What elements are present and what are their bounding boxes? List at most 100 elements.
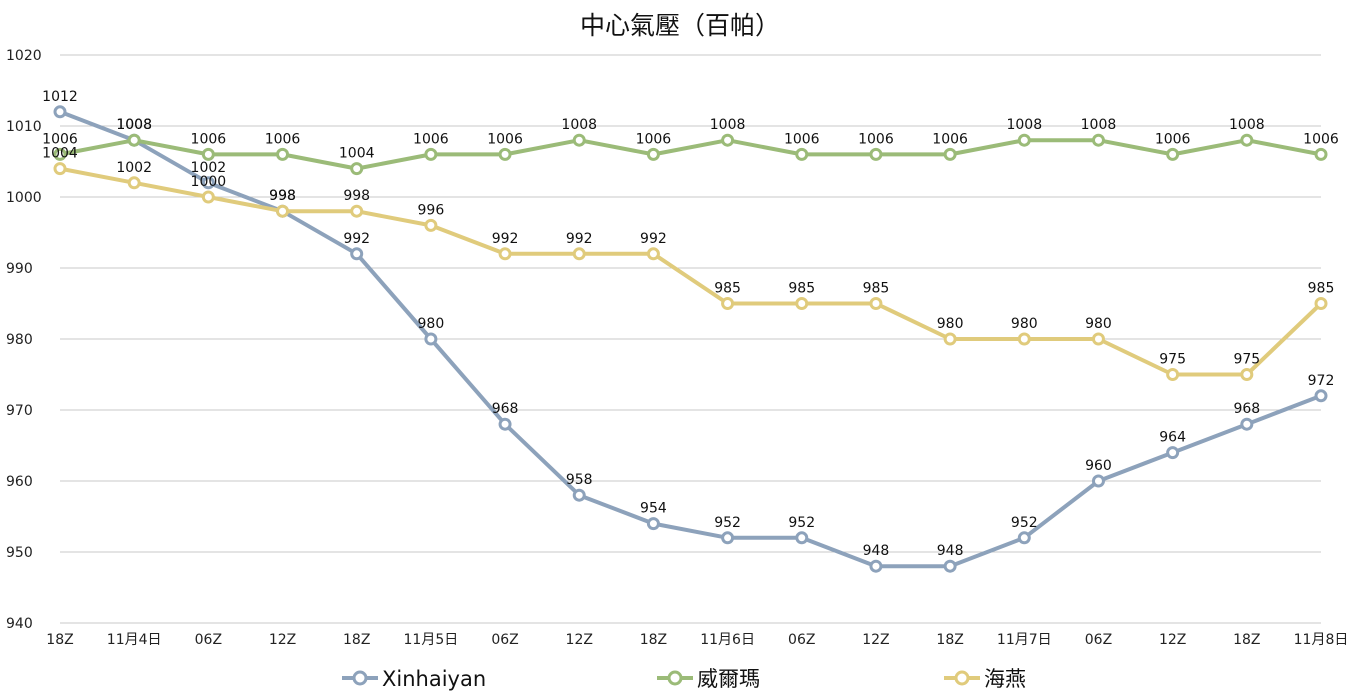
series-1 <box>53 133 1328 176</box>
data-point <box>1017 133 1031 147</box>
data-point <box>276 147 290 161</box>
data-label: 980 <box>937 316 964 332</box>
data-point <box>869 147 883 161</box>
data-label: 1006 <box>858 131 894 147</box>
data-point <box>424 218 438 232</box>
data-label: 972 <box>1308 373 1335 389</box>
legend-label: 威爾瑪 <box>697 667 760 691</box>
data-point <box>1017 332 1031 346</box>
data-label: 1008 <box>1229 117 1265 133</box>
series-line-0 <box>58 109 1323 569</box>
data-label: 968 <box>492 401 519 417</box>
data-point <box>201 176 215 190</box>
data-point <box>1314 389 1328 403</box>
data-label: 1006 <box>932 131 968 147</box>
axis-layer: 940 950 960 970 980 990 1000 1010 1020 18Z 11月4日 06… <box>6 48 1348 648</box>
data-point <box>1166 446 1180 460</box>
x-tick-label: 18Z <box>640 632 667 648</box>
data-label: 958 <box>566 472 593 488</box>
x-tick-label: 11月4日 <box>107 632 162 648</box>
data-point <box>498 417 512 431</box>
legend-swatch-marker <box>352 670 368 686</box>
data-label: 948 <box>863 543 890 559</box>
x-tick-label: 18Z <box>343 632 370 648</box>
x-tick-label: 18Z <box>1233 632 1260 648</box>
data-label: 1006 <box>1155 131 1191 147</box>
x-tick-label: 06Z <box>491 632 518 648</box>
data-label: 1004 <box>42 146 78 162</box>
data-label: 992 <box>492 231 519 247</box>
data-point <box>1091 133 1105 147</box>
data-label: 975 <box>1233 352 1260 368</box>
data-label: 975 <box>1159 352 1186 368</box>
data-label: 985 <box>1308 281 1335 297</box>
y-tick-label: 960 <box>6 474 33 490</box>
data-point <box>646 247 660 261</box>
data-label: 1002 <box>116 160 152 176</box>
data-label: 968 <box>1233 401 1260 417</box>
data-point <box>1314 147 1328 161</box>
x-tick-label: 06Z <box>788 632 815 648</box>
data-label: 1006 <box>1303 131 1339 147</box>
data-label: 1002 <box>191 160 227 176</box>
data-label: 992 <box>343 231 370 247</box>
data-point <box>127 133 141 147</box>
data-point <box>53 147 67 161</box>
data-point <box>424 147 438 161</box>
data-point <box>572 247 586 261</box>
data-point <box>1240 417 1254 431</box>
series-line-2 <box>58 166 1323 377</box>
data-point <box>943 332 957 346</box>
data-label: 1008 <box>116 117 152 133</box>
data-label: 1006 <box>636 131 672 147</box>
data-label: 1006 <box>784 131 820 147</box>
data-label: 1006 <box>487 131 523 147</box>
data-label: 1008 <box>710 117 746 133</box>
data-label: 1006 <box>42 131 78 147</box>
y-tick-label: 1020 <box>6 48 42 64</box>
x-tick-label: 06Z <box>195 632 222 648</box>
data-point <box>201 147 215 161</box>
series-layer <box>53 105 1328 573</box>
data-point <box>795 297 809 310</box>
data-point <box>498 147 512 161</box>
data-point <box>646 147 660 161</box>
data-label: 948 <box>937 543 964 559</box>
data-label: 980 <box>1011 316 1038 332</box>
data-point <box>1314 297 1328 310</box>
data-point <box>53 105 67 119</box>
data-label: 960 <box>1085 458 1112 474</box>
label-layer: 1012 1008 1002 998 992 980 968 958 954 952 952 948 9… <box>42 89 1339 559</box>
data-label: 996 <box>418 202 445 218</box>
data-label: 1012 <box>42 89 78 105</box>
data-label: 992 <box>640 231 667 247</box>
grid-layer <box>60 54 1321 624</box>
data-point <box>795 531 809 545</box>
data-point <box>201 190 215 204</box>
data-point <box>1240 133 1254 147</box>
data-label: 985 <box>863 281 890 297</box>
data-label: 952 <box>714 515 741 531</box>
data-label: 980 <box>418 316 445 332</box>
x-tick-label: 18Z <box>46 632 73 648</box>
x-tick-label: 12Z <box>269 632 296 648</box>
data-point <box>1240 368 1254 381</box>
x-tick-label: 12Z <box>862 632 889 648</box>
data-point <box>127 176 141 190</box>
data-label: 980 <box>1085 316 1112 332</box>
data-label: 985 <box>788 281 815 297</box>
data-label: 1008 <box>1006 117 1042 133</box>
data-label: 952 <box>1011 515 1038 531</box>
data-point <box>1091 474 1105 488</box>
y-tick-label: 1000 <box>6 190 42 206</box>
data-point <box>276 204 290 218</box>
data-point <box>1166 147 1180 161</box>
y-tick-label: 1010 <box>6 119 42 135</box>
legend-swatch-marker <box>667 670 683 686</box>
legend-label: Xinhaiyan <box>382 667 486 691</box>
data-point <box>53 162 67 176</box>
data-point <box>721 297 735 310</box>
data-point <box>943 559 957 573</box>
